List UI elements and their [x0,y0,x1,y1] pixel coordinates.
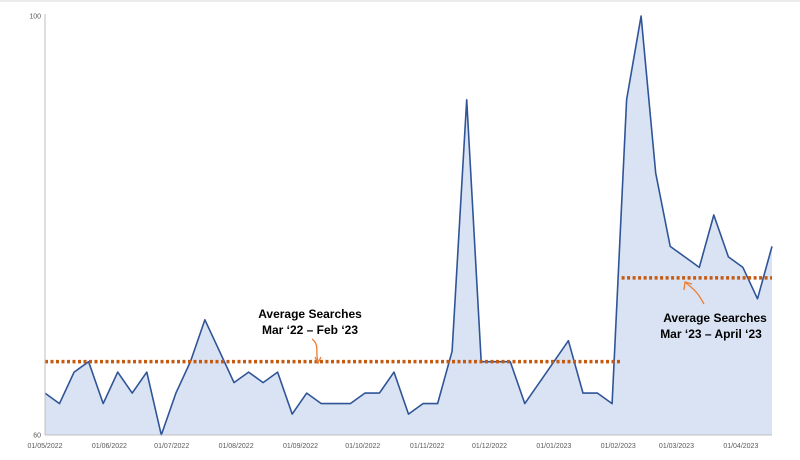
x-tick-label: 01/01/2023 [536,443,571,450]
annotation-1-line2: Mar ‘22 – Feb ‘23 [262,323,358,337]
x-tick-label: 01/04/2023 [723,443,758,450]
x-tick-label: 01/09/2022 [283,443,318,450]
x-tick-label: 01/11/2022 [410,443,445,450]
x-tick-label: 01/08/2022 [219,443,254,450]
series-area-fill [45,16,772,435]
annotation-2-arrow [685,282,705,305]
y-tick-label: 100 [29,14,41,21]
annotation-1-line1: Average Searches [258,307,362,321]
annotation-1-arrow [311,338,319,362]
x-tick-label: 01/12/2022 [472,443,507,450]
x-tick-label: 01/10/2022 [345,443,380,450]
x-tick-label: 01/02/2023 [601,443,636,450]
annotation-2-line1: Average Searches [663,311,767,325]
annotation-1-arrowhead [314,356,322,365]
x-tick-label: 01/05/2022 [27,443,62,450]
x-tick-label: 01/03/2023 [659,443,694,450]
x-tick-label: 01/06/2022 [92,443,127,450]
x-tick-label: 01/07/2022 [154,443,189,450]
y-tick-label: 60 [33,433,41,440]
annotation-2-line2: Mar ‘23 – April ‘23 [660,327,762,341]
annotation-2-arrowhead [683,281,693,291]
series-line [44,15,773,436]
